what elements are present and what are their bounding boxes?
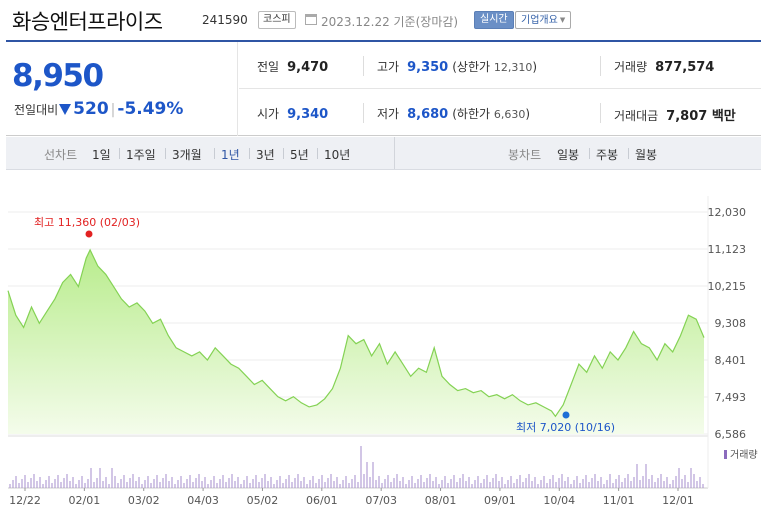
change-value: 520	[73, 99, 109, 119]
change-rate: -5.49%	[117, 99, 184, 119]
period-3y[interactable]: 3년	[256, 148, 275, 162]
price-change: 전일대비 520 | -5.49%	[14, 99, 184, 119]
x-tick-label: 12/22	[9, 494, 41, 507]
company-info-label: 기업개요	[521, 15, 558, 26]
stat-amount: 거래대금 7,807 백만	[614, 109, 736, 124]
x-tick-label: 08/01	[425, 494, 457, 507]
x-tick-label: 04/03	[187, 494, 219, 507]
x-tick-label: 05/02	[247, 494, 279, 507]
change-label: 전일대비	[14, 103, 59, 117]
period-1y[interactable]: 1년	[221, 148, 240, 162]
high-marker	[85, 230, 93, 238]
volume-legend-swatch	[724, 450, 727, 459]
period-3m[interactable]: 3개월	[172, 148, 202, 162]
price-line	[7, 248, 705, 418]
stat-low: 저가 8,680 (하한가 6,630)	[377, 107, 531, 122]
y-tick-label: 10,215	[708, 280, 747, 293]
low-annotation: 최저 7,020 (10/16)	[516, 421, 615, 434]
x-tick-label: 09/01	[484, 494, 516, 507]
period-10y[interactable]: 10년	[324, 148, 351, 162]
x-tick-label: 10/04	[543, 494, 575, 507]
candle-chart-label: 봉차트	[508, 148, 542, 162]
stat-high: 고가 9,350 (상한가 12,310)	[377, 60, 538, 75]
y-tick-label: 6,586	[715, 428, 747, 441]
volume-legend-label: 거래량	[730, 449, 758, 461]
price-chart-svg: 12,030 11,123 10,215 9,308 8,401 7,493 6,586 거래…	[7, 196, 758, 507]
price-stats: 전일 9,470 고가 9,350 (상한가 12,310) 거래량 877,574 시…	[239, 42, 761, 136]
calendar-icon	[305, 14, 317, 25]
stock-header: 화승엔터프라이즈 241590 코스피 2023.12.22 기준(장마감) 실…	[0, 0, 766, 40]
high-annotation: 최고 11,360 (02/03)	[34, 216, 140, 229]
y-tick-label: 12,030	[708, 206, 747, 219]
x-tick-label: 02/01	[69, 494, 101, 507]
line-chart-label: 선차트	[44, 148, 78, 162]
base-date: 2023.12.22 기준(장마감)	[321, 15, 459, 29]
low-marker	[562, 411, 570, 419]
price-area	[8, 249, 704, 434]
chart-period-bar: 선차트 1일 1주일 3개월 1년 3년 5년 10년 봉차트 일봉 주봉 월봉	[6, 137, 761, 170]
period-5y[interactable]: 5년	[290, 148, 309, 162]
chevron-down-icon: ▼	[559, 16, 566, 24]
period-1d[interactable]: 1일	[92, 148, 111, 162]
stock-code: 241590	[202, 13, 248, 27]
stat-open: 시가 9,340	[257, 107, 329, 122]
x-tick-label: 06/01	[306, 494, 338, 507]
y-tick-label: 7,493	[715, 391, 747, 404]
stat-prev-close: 전일 9,470	[257, 60, 329, 75]
y-tick-label: 8,401	[715, 354, 747, 367]
realtime-button[interactable]: 실시간	[474, 11, 514, 29]
stock-name: 화승엔터프라이즈	[12, 10, 163, 34]
market-badge: 코스피	[258, 11, 296, 29]
x-tick-label: 07/03	[365, 494, 397, 507]
company-info-button[interactable]: 기업개요 ▼	[515, 11, 572, 29]
price-chart: 12,030 11,123 10,215 9,308 8,401 7,493 6,586 거래…	[0, 196, 766, 524]
down-triangle-icon	[59, 104, 72, 115]
candle-weekly[interactable]: 주봉	[596, 148, 619, 162]
current-price: 8,950	[12, 58, 104, 94]
y-tick-label: 9,308	[715, 317, 747, 330]
candle-daily[interactable]: 일봉	[557, 148, 580, 162]
period-1w[interactable]: 1주일	[126, 148, 156, 162]
y-tick-label: 11,123	[708, 243, 747, 256]
x-tick-label: 12/01	[662, 494, 694, 507]
stat-volume: 거래량 877,574	[614, 60, 715, 75]
price-summary: 8,950 전일대비 520 | -5.49% 전일 9,470 고가 9,350 (상한가…	[6, 40, 761, 136]
x-tick-label: 11/01	[603, 494, 635, 507]
x-tick-label: 03/02	[128, 494, 160, 507]
current-price-panel: 8,950 전일대비 520 | -5.49%	[6, 42, 238, 136]
candle-monthly[interactable]: 월봉	[635, 148, 658, 162]
